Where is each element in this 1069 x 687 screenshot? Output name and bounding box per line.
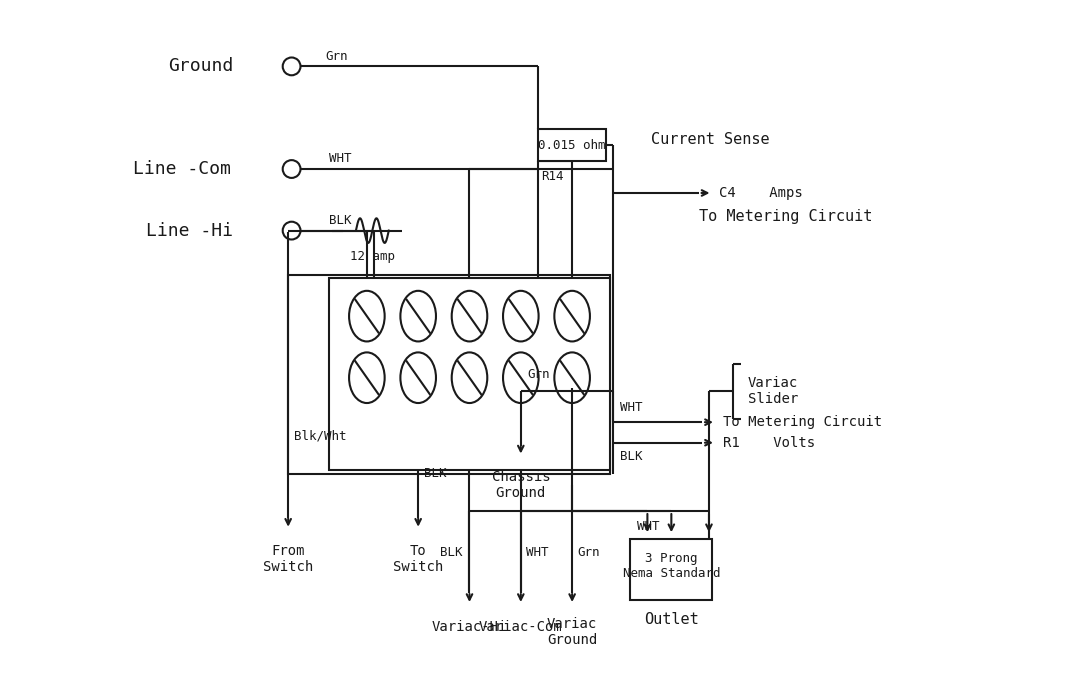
Text: Current Sense: Current Sense: [651, 132, 770, 147]
Text: Outlet: Outlet: [644, 611, 699, 627]
Text: Chassis
Ground: Chassis Ground: [492, 470, 551, 500]
Text: 12 amp: 12 amp: [350, 250, 394, 263]
Bar: [631, 539, 712, 600]
Text: To Metering Circuit: To Metering Circuit: [723, 415, 882, 429]
Bar: [289, 275, 609, 473]
Text: Variac
Slider: Variac Slider: [748, 376, 799, 407]
Text: BLK: BLK: [329, 214, 352, 227]
Text: From
Switch: From Switch: [263, 544, 313, 574]
Text: To Metering Circuit: To Metering Circuit: [699, 210, 872, 225]
Text: Variac-Com: Variac-Com: [479, 620, 562, 635]
Text: Line -Com: Line -Com: [133, 160, 231, 178]
Text: Blk/Wht: Blk/Wht: [294, 429, 346, 442]
Text: WHT: WHT: [637, 519, 660, 532]
Text: Ground: Ground: [168, 58, 233, 76]
Text: Grn: Grn: [326, 49, 348, 63]
Text: Grn: Grn: [528, 368, 551, 381]
Text: WHT: WHT: [526, 545, 548, 559]
Bar: [538, 128, 606, 161]
Text: To
Switch: To Switch: [393, 544, 444, 574]
Text: 3 Prong
Nema Standard: 3 Prong Nema Standard: [622, 552, 721, 580]
Text: C4    Amps: C4 Amps: [719, 186, 803, 200]
Text: Variac-Hi: Variac-Hi: [432, 620, 507, 635]
Text: BLK: BLK: [423, 467, 446, 480]
Text: BLK: BLK: [440, 545, 463, 559]
Bar: [329, 278, 609, 470]
Text: Variac
Ground: Variac Ground: [547, 617, 598, 647]
Text: BLK: BLK: [620, 450, 642, 463]
Text: 0.015 ohm: 0.015 ohm: [539, 139, 606, 152]
Text: R14: R14: [541, 170, 563, 183]
Text: WHT: WHT: [620, 401, 642, 414]
Text: WHT: WHT: [329, 153, 352, 166]
Text: Line -Hi: Line -Hi: [146, 222, 233, 240]
Text: Grn: Grn: [577, 545, 600, 559]
Text: R1    Volts: R1 Volts: [723, 436, 815, 450]
